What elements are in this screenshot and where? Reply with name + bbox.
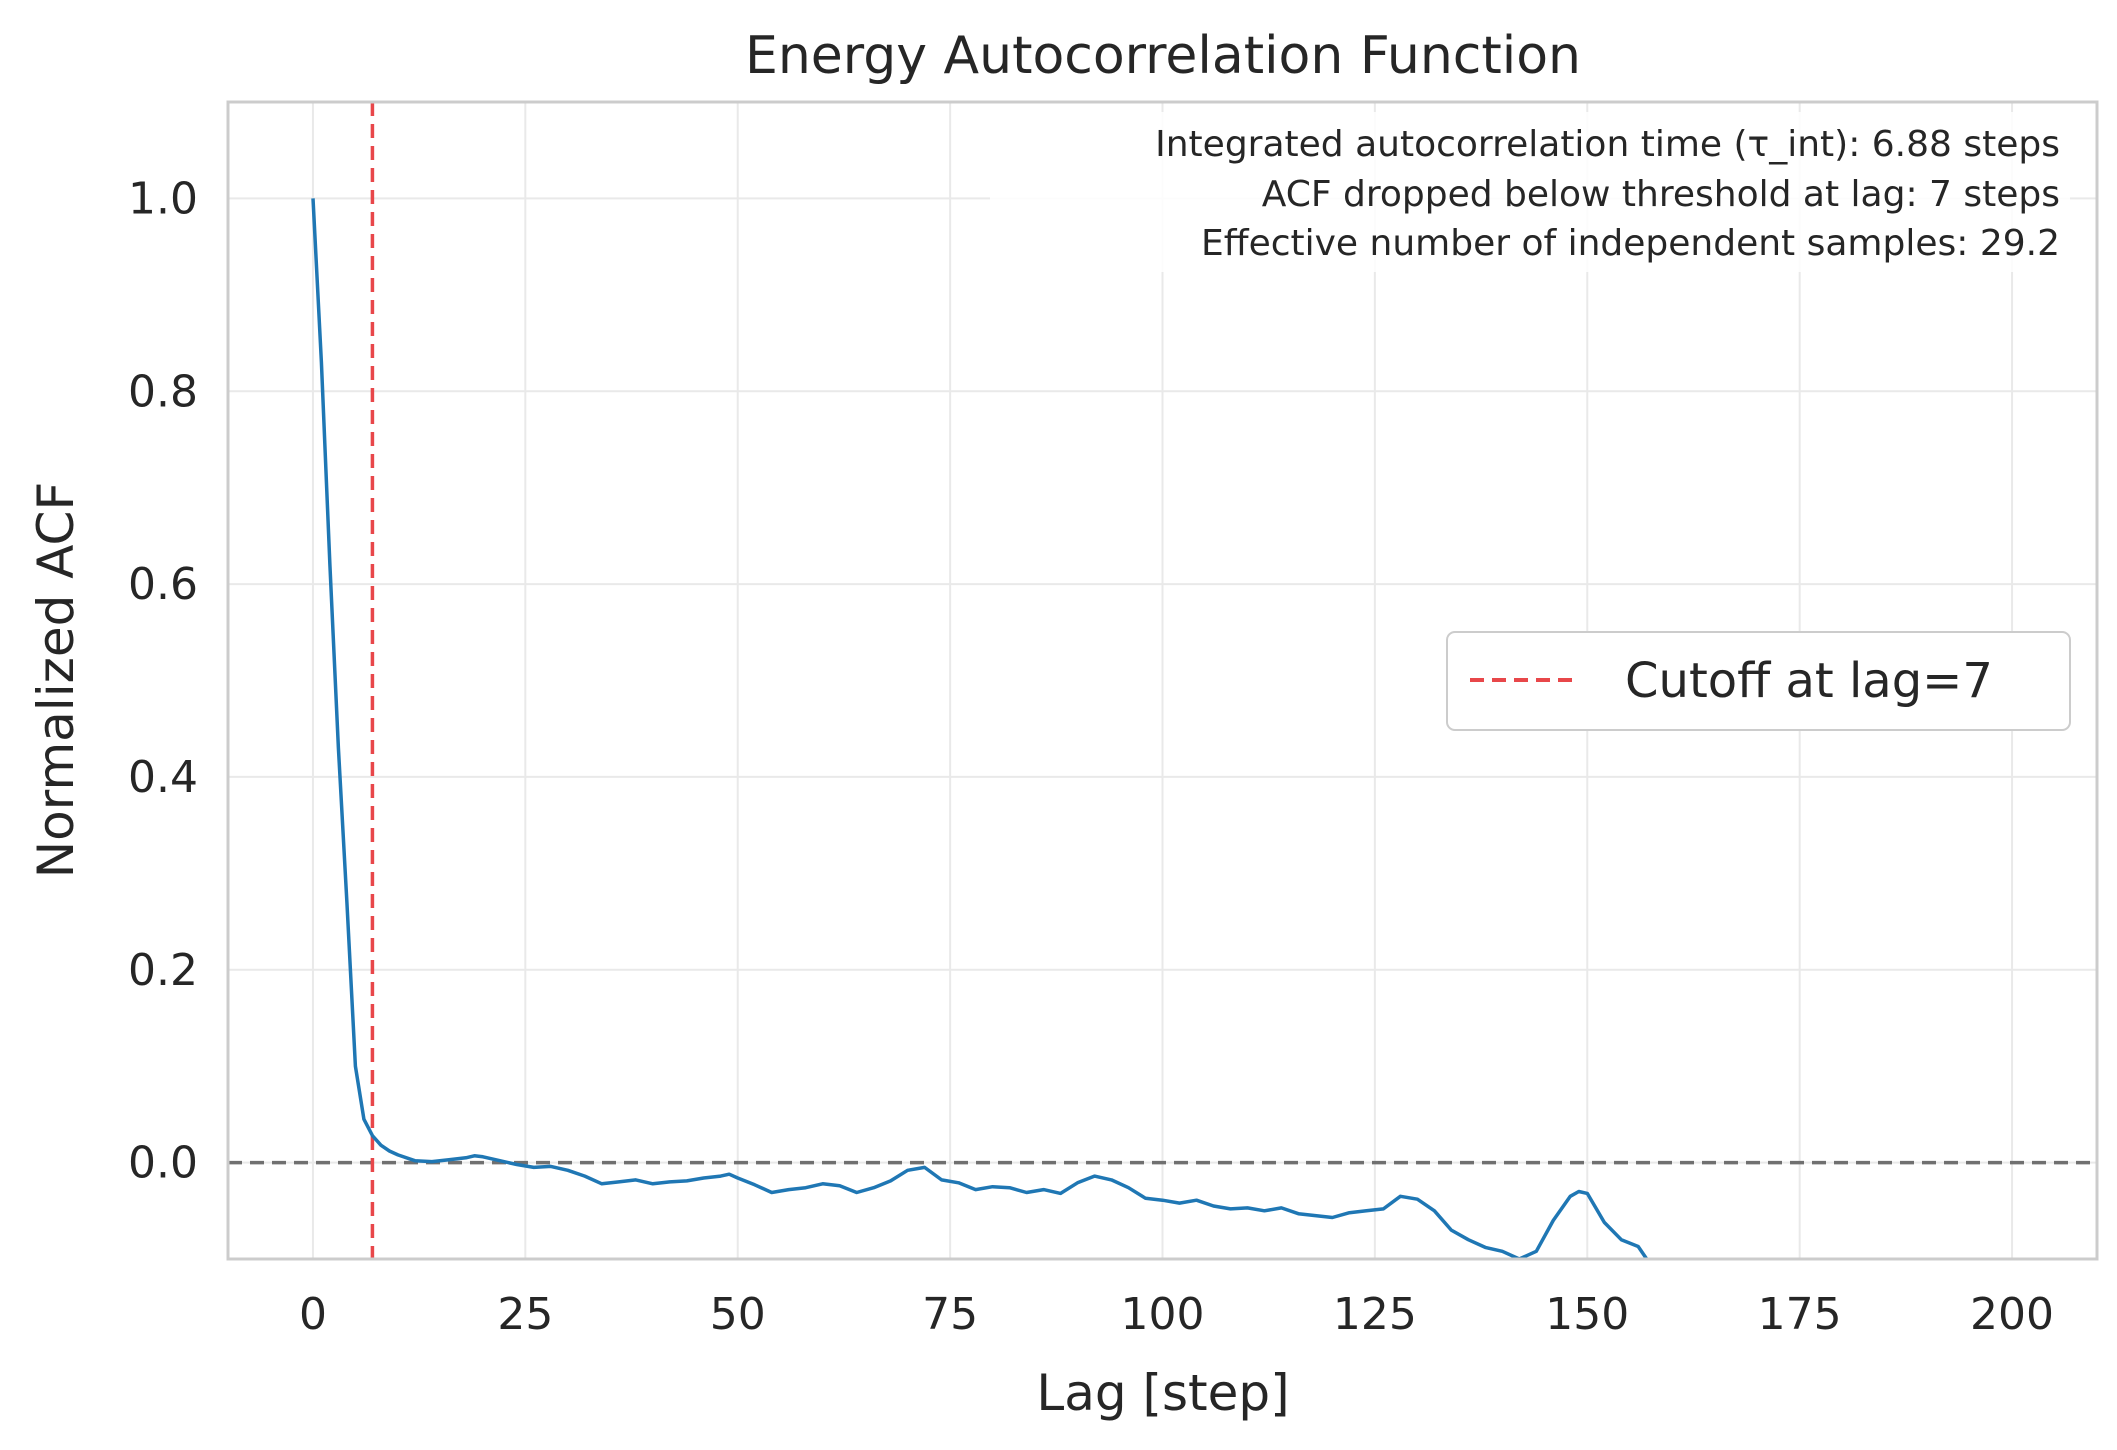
y-tick-label: 0.6 xyxy=(128,559,198,610)
series-layer xyxy=(311,198,1649,1259)
x-axis-label: Lag [step] xyxy=(1036,1364,1289,1422)
plot-area-frame xyxy=(226,100,2099,1261)
annotation-line-tau: Integrated autocorrelation time (τ_int):… xyxy=(1155,124,2060,165)
y-tick-label: 0.4 xyxy=(128,752,198,803)
y-axis-label: Normalized ACF xyxy=(27,482,85,878)
x-tick-label: 0 xyxy=(299,1289,327,1340)
x-tick-label: 100 xyxy=(1121,1289,1205,1340)
x-tick-label: 25 xyxy=(497,1289,553,1340)
x-tick-label: 75 xyxy=(922,1289,978,1340)
annotation-line-samples: Effective number of independent samples:… xyxy=(1201,223,2060,264)
reference-lines xyxy=(228,102,2097,1259)
tick-labels: 0 25 50 75 100 125 150 175 200 0.0 0.2 0.4 0.6 0.8 1.0 xyxy=(128,173,2054,1340)
chart-title: Energy Autocorrelation Function xyxy=(745,26,1581,86)
grid xyxy=(228,102,2097,1259)
acf-series-line xyxy=(311,198,1649,1259)
stats-annotation: Integrated autocorrelation time (τ_int):… xyxy=(990,112,2070,272)
y-tick-label: 0.0 xyxy=(128,1138,198,1189)
y-tick-label: 1.0 xyxy=(128,173,198,224)
legend-label-cutoff: Cutoff at lag=7 xyxy=(1625,653,1993,709)
x-tick-label: 125 xyxy=(1333,1289,1417,1340)
x-tick-label: 150 xyxy=(1545,1289,1629,1340)
y-tick-label: 0.2 xyxy=(128,945,198,996)
x-tick-label: 200 xyxy=(1970,1289,2054,1340)
annotation-line-threshold: ACF dropped below threshold at lag: 7 st… xyxy=(1262,174,2060,215)
legend: Cutoff at lag=7 xyxy=(1446,631,2071,731)
x-tick-label: 50 xyxy=(710,1289,766,1340)
y-tick-label: 0.8 xyxy=(128,366,198,417)
x-tick-label: 175 xyxy=(1758,1289,1842,1340)
legend-box xyxy=(1446,631,2071,731)
